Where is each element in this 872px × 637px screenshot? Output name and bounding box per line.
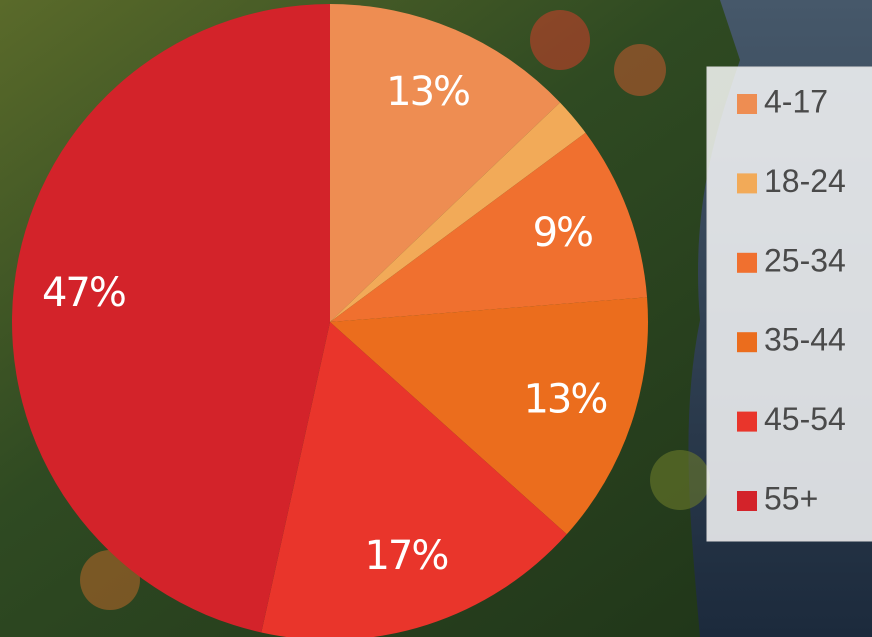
legend-swatch (737, 491, 757, 511)
foliage (614, 44, 666, 96)
legend-swatch (737, 253, 757, 273)
legend-label: 35-44 (764, 322, 846, 358)
legend-label: 18-24 (764, 163, 846, 199)
legend-box (707, 67, 872, 541)
value-label: 17% (364, 533, 447, 579)
legend-label: 45-54 (764, 401, 846, 437)
legend-label: 4-17 (764, 83, 828, 119)
page: {"chart_data": {"type": "pie", "categori… (0, 0, 872, 637)
value-label: 13% (386, 69, 469, 115)
foliage (650, 450, 710, 510)
value-label: 13% (523, 377, 606, 423)
value-label: 47% (42, 270, 125, 316)
legend-swatch (737, 94, 757, 114)
legend-swatch (737, 412, 757, 432)
chart: 13% 9% 13% 17% 47% 4-17 18-24 25-34 35-44 45-54 5… (0, 0, 872, 637)
pie: 13% 9% 13% 17% 47% (12, 4, 648, 637)
legend-label: 55+ (764, 480, 818, 516)
legend-swatch (737, 173, 757, 193)
legend-label: 25-34 (764, 242, 846, 278)
legend-swatch (737, 332, 757, 352)
foliage (530, 10, 590, 70)
value-label: 9% (533, 210, 592, 256)
